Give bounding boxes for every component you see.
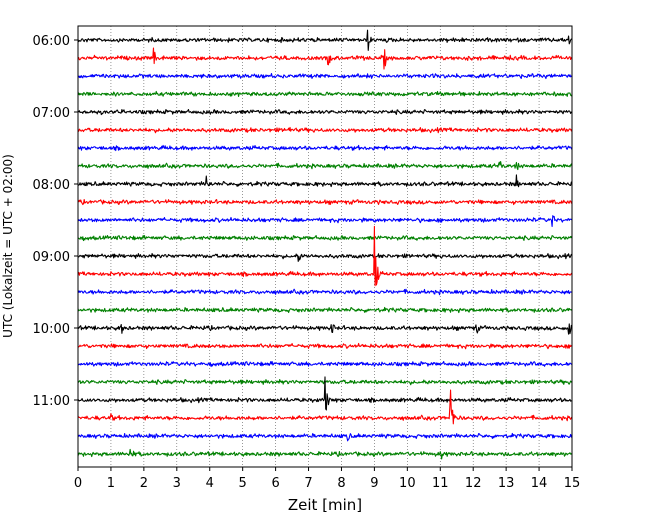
y-axis-label: UTC (Lokalzeit = UTC + 02:00) xyxy=(1,154,15,338)
trace-0715 xyxy=(78,126,572,134)
trace-1145 xyxy=(78,448,572,460)
trace-0845 xyxy=(78,234,572,242)
trace-1015 xyxy=(78,342,572,350)
trace-0615 xyxy=(78,47,572,70)
x-tick-label: 0 xyxy=(74,476,82,491)
x-tick-label: 3 xyxy=(173,476,181,491)
trace-0600 xyxy=(78,29,572,51)
trace-0830 xyxy=(78,215,572,227)
trace-1130 xyxy=(78,432,572,442)
x-tick-label: 5 xyxy=(239,476,247,491)
x-axis-label: Zeit [min] xyxy=(288,496,362,514)
x-tick-label: 4 xyxy=(206,476,214,491)
trace-1100 xyxy=(78,376,572,411)
trace-0630 xyxy=(78,72,572,80)
x-tick-label: 10 xyxy=(399,476,416,491)
y-tick-label: 09:00 xyxy=(33,250,70,265)
y-axis: 06:00 07:00 08:00 09:00 10:00 11:00 xyxy=(33,34,78,409)
x-tick-label: 1 xyxy=(107,476,115,491)
trace-0900 xyxy=(78,252,572,262)
y-tick-label: 11:00 xyxy=(33,394,70,409)
x-tick-label: 11 xyxy=(432,476,449,491)
y-tick-label: 08:00 xyxy=(33,178,70,193)
trace-1000 xyxy=(78,323,572,335)
trace-0915 xyxy=(78,225,572,287)
trace-0800 xyxy=(78,174,572,188)
trace-0730 xyxy=(78,144,572,152)
x-tick-label: 7 xyxy=(304,476,312,491)
x-tick-label: 9 xyxy=(370,476,378,491)
x-tick-label: 2 xyxy=(140,476,148,491)
plot-frame xyxy=(77,25,573,468)
trace-1115 xyxy=(78,389,572,425)
x-tick-label: 12 xyxy=(465,476,482,491)
trace-0700 xyxy=(78,108,572,116)
x-tick-label: 6 xyxy=(271,476,279,491)
trace-group xyxy=(78,29,572,460)
x-tick-label: 8 xyxy=(337,476,345,491)
x-axis: 0 1 2 3 4 5 6 7 8 9 10 11 12 13 14 15 xyxy=(74,467,580,491)
x-tick-label: 14 xyxy=(531,476,548,491)
trace-0815 xyxy=(78,198,572,206)
x-tick-label: 13 xyxy=(498,476,515,491)
trace-0945 xyxy=(78,306,572,314)
trace-0645 xyxy=(78,90,572,97)
trace-1030 xyxy=(78,360,572,368)
trace-0745 xyxy=(78,161,572,171)
y-tick-label: 06:00 xyxy=(33,34,70,49)
y-tick-label: 07:00 xyxy=(33,106,70,121)
y-tick-label: 10:00 xyxy=(33,322,70,337)
x-tick-label: 15 xyxy=(564,476,581,491)
trace-0930 xyxy=(78,288,572,296)
